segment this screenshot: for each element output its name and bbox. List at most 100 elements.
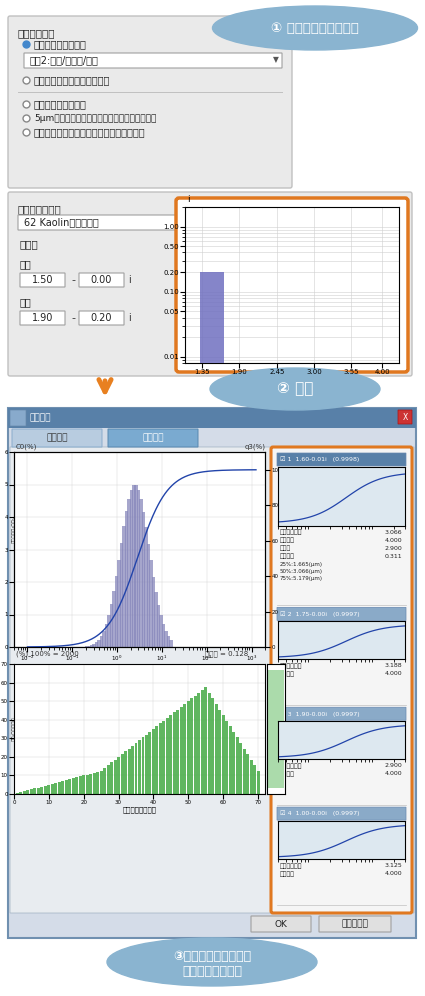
Bar [72, 778, 75, 794]
Bar [197, 693, 200, 794]
Text: 標準偏差: 標準偏差 [280, 554, 295, 559]
Bar [110, 762, 113, 794]
Text: 4.000: 4.000 [384, 872, 402, 876]
FancyBboxPatch shape [79, 273, 124, 287]
Bar [180, 707, 183, 794]
FancyBboxPatch shape [8, 408, 416, 428]
Text: ① 屈折率の範囲を指定: ① 屈折率の範囲を指定 [271, 22, 359, 35]
FancyBboxPatch shape [398, 410, 412, 424]
Bar [97, 639, 101, 647]
FancyBboxPatch shape [8, 408, 416, 938]
FancyBboxPatch shape [277, 453, 406, 466]
Text: 3.125: 3.125 [384, 864, 402, 869]
X-axis label: 粒子径(μm): 粒子径(μm) [125, 664, 154, 670]
Bar [243, 749, 246, 794]
FancyBboxPatch shape [8, 16, 292, 188]
Text: 参照試料／貴金属／半導体など（固定値）: 参照試料／貴金属／半導体など（固定値） [34, 127, 146, 137]
Bar [208, 693, 211, 794]
FancyBboxPatch shape [277, 608, 406, 621]
Bar [120, 543, 123, 647]
Text: ☑ 2  1.75-0.00i   (0.9997): ☑ 2 1.75-0.00i (0.9997) [280, 612, 360, 617]
Text: 0.00: 0.00 [91, 275, 112, 285]
Text: 75%:5.179(μm): 75%:5.179(μm) [280, 576, 323, 581]
Text: 平均値: 平均値 [280, 546, 291, 551]
Text: メディアン径: メディアン径 [280, 530, 303, 535]
Text: モード径: モード径 [280, 671, 295, 677]
Text: ▼: ▼ [397, 217, 403, 226]
Bar [176, 709, 179, 794]
Text: メディアン径: メディアン径 [280, 864, 303, 869]
Bar [218, 709, 221, 794]
Bar [47, 785, 50, 794]
Text: モード径: モード径 [280, 538, 295, 543]
Text: i: i [187, 195, 190, 204]
Bar [44, 786, 47, 794]
Bar [30, 790, 33, 794]
Text: 4.000: 4.000 [384, 771, 402, 776]
Bar [65, 780, 68, 794]
Text: 始点: 始点 [20, 259, 32, 269]
Bar [68, 779, 71, 794]
Bar [232, 732, 235, 794]
Text: ☑ 3  1.90-0.00i   (0.9997): ☑ 3 1.90-0.00i (0.9997) [280, 711, 360, 716]
Ellipse shape [212, 6, 417, 50]
Bar [61, 781, 64, 794]
Text: ③屈折率と粒子径計算: ③屈折率と粒子径計算 [173, 950, 251, 963]
Bar [159, 616, 163, 647]
Text: 範囲を数値指定して自動選択: 範囲を数値指定して自動選択 [34, 75, 110, 85]
Text: (%) 100% = 2000: (%) 100% = 2000 [16, 650, 79, 656]
Bar [167, 636, 170, 647]
Text: モード径: モード径 [280, 771, 295, 777]
Text: ☑ 1  1.60-0.01i   (0.9998): ☑ 1 1.60-0.01i (0.9998) [280, 457, 359, 462]
Ellipse shape [210, 368, 380, 410]
Bar [75, 777, 78, 794]
FancyBboxPatch shape [24, 53, 282, 68]
Bar [159, 723, 162, 794]
Bar [110, 605, 113, 647]
Bar [93, 773, 96, 794]
Ellipse shape [107, 938, 317, 986]
Text: メディアン径: メディアン径 [280, 663, 303, 669]
Bar [183, 704, 186, 794]
Bar [37, 788, 40, 794]
Text: 終点: 終点 [20, 297, 32, 307]
Text: 計算結果: 計算結果 [30, 413, 51, 422]
Bar [130, 490, 133, 647]
Text: 吸光度 = 0.128: 吸光度 = 0.128 [205, 650, 248, 656]
FancyBboxPatch shape [319, 916, 391, 932]
FancyBboxPatch shape [251, 916, 311, 932]
Bar [229, 726, 232, 794]
FancyBboxPatch shape [20, 311, 65, 325]
Text: ② 評価: ② 評価 [277, 381, 313, 396]
Bar [26, 790, 29, 794]
Bar [112, 591, 116, 647]
Text: q3(%): q3(%) [245, 443, 266, 450]
Text: OK: OK [275, 919, 287, 928]
FancyBboxPatch shape [277, 707, 406, 720]
Bar [113, 760, 116, 794]
Bar [23, 791, 26, 794]
Bar [154, 592, 158, 647]
Bar [107, 616, 111, 647]
Text: 62 Kaolin【白陶土】: 62 Kaolin【白陶土】 [24, 217, 99, 227]
Bar [190, 698, 193, 794]
FancyBboxPatch shape [10, 410, 26, 426]
Bar [235, 737, 238, 794]
FancyBboxPatch shape [277, 807, 406, 820]
Text: 1.90: 1.90 [32, 313, 53, 323]
Bar [173, 712, 176, 794]
Bar [162, 721, 165, 794]
Bar [40, 787, 43, 794]
Text: 一本引き: 一本引き [46, 433, 68, 442]
Bar [105, 623, 108, 647]
FancyBboxPatch shape [108, 429, 198, 447]
Bar [102, 630, 106, 647]
FancyBboxPatch shape [79, 311, 124, 325]
Bar [166, 718, 169, 794]
Bar [115, 576, 118, 647]
Bar [145, 735, 148, 794]
FancyBboxPatch shape [20, 273, 65, 287]
Text: 2.900: 2.900 [384, 546, 402, 551]
Bar [152, 577, 155, 647]
Text: 物質名から自動選択: 物質名から自動選択 [34, 39, 87, 49]
